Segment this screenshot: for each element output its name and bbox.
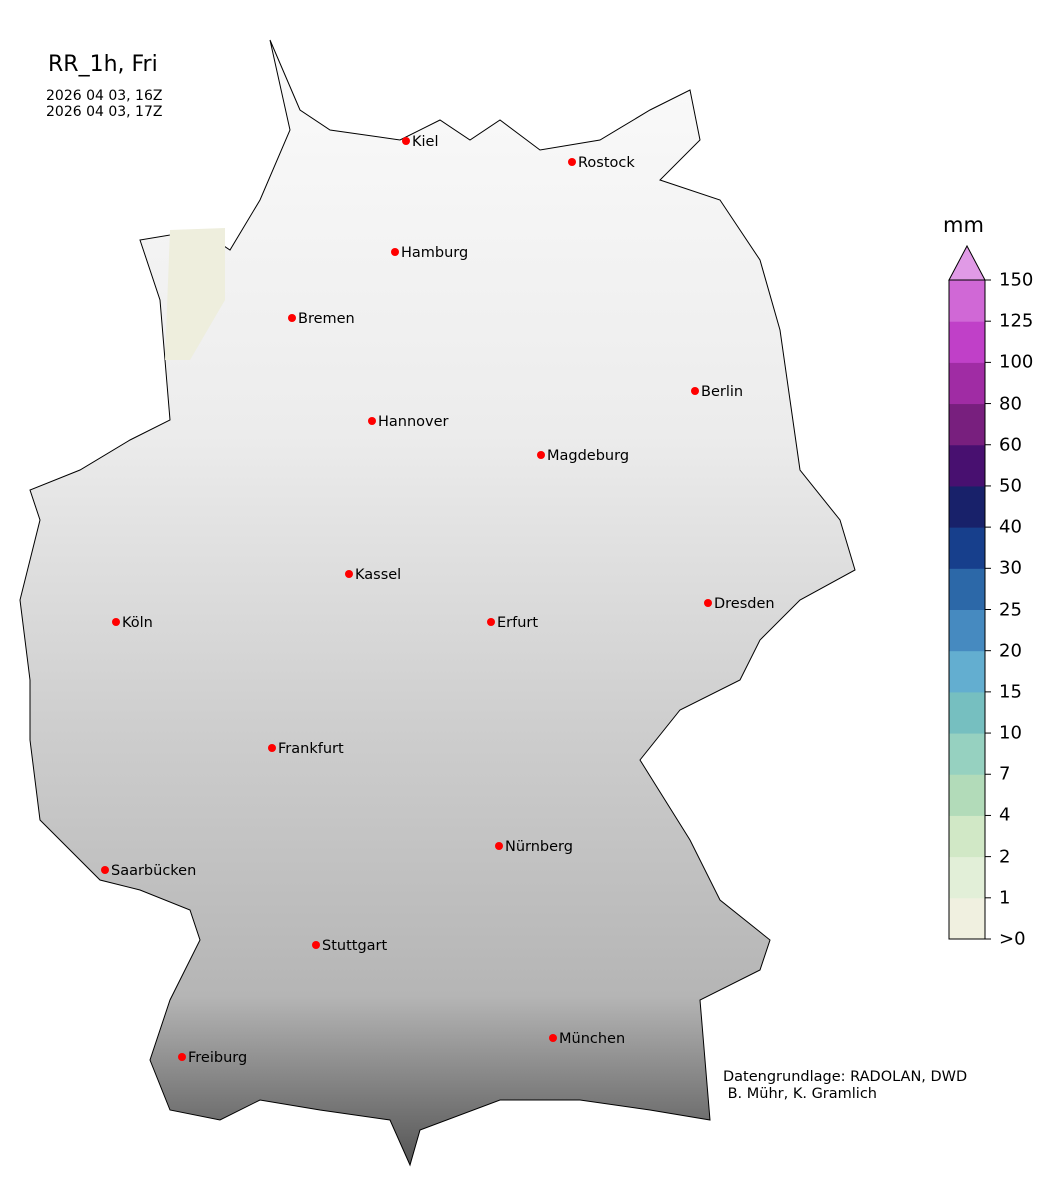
frisian-coast-area (165, 228, 225, 360)
city-marker (178, 1053, 186, 1061)
city-marker (368, 417, 376, 425)
city-marker (549, 1034, 557, 1042)
colorbar-tick-label: 50 (999, 475, 1022, 497)
city-marker (402, 137, 410, 145)
city-marker (112, 618, 120, 626)
city-label: Dresden (714, 596, 775, 612)
city-marker (268, 744, 276, 752)
city-label: München (559, 1031, 625, 1047)
colorbar-tick-label: 25 (999, 599, 1022, 620)
colorbar-tick-label: 10 (999, 722, 1022, 744)
city-label: Bremen (298, 311, 355, 327)
city-label: Freiburg (188, 1050, 247, 1066)
city-marker (704, 599, 712, 607)
city-marker (487, 618, 495, 626)
colorbar (948, 244, 991, 940)
colorbar-bin (949, 815, 985, 858)
city-label: Rostock (578, 155, 635, 171)
colorbar-bin (949, 774, 985, 816)
colorbar-bin (949, 691, 985, 734)
colorbar-bin (949, 362, 985, 405)
city-label: Kassel (355, 567, 401, 583)
colorbar-tick-label: 40 (999, 516, 1022, 538)
colorbar-bin (949, 897, 985, 940)
colorbar-tick-label: 30 (999, 557, 1022, 579)
colorbar-tick-label: 2 (999, 846, 1011, 868)
city-label: Berlin (701, 384, 743, 400)
city-label: Köln (122, 615, 153, 631)
city-marker (537, 451, 545, 459)
colorbar-bin (949, 444, 985, 487)
colorbar-bin (949, 609, 985, 652)
colorbar-bin (949, 527, 985, 569)
city-marker (312, 941, 320, 949)
colorbar-tick-label: 150 (999, 269, 1034, 291)
colorbar-bin (949, 856, 985, 899)
city-label: Hamburg (401, 245, 468, 261)
colorbar-bin (949, 650, 985, 693)
city-marker (391, 248, 399, 256)
city-marker (288, 314, 296, 322)
city-label: Erfurt (497, 615, 538, 631)
colorbar-bin (949, 733, 985, 775)
colorbar-tick-label: 7 (999, 763, 1011, 785)
colorbar-tick-label: 100 (999, 351, 1034, 373)
colorbar-bin (949, 280, 985, 322)
colorbar-bin (949, 403, 985, 446)
colorbar-tick-label: 60 (999, 434, 1022, 456)
city-marker (345, 570, 353, 578)
colorbar-bin (949, 485, 985, 528)
city-marker (568, 158, 576, 166)
valid-time-start: 2026 04 03, 16Z (46, 88, 163, 104)
valid-time-end: 2026 04 03, 17Z (46, 104, 163, 120)
colorbar-extend-arrow (948, 244, 986, 281)
colorbar-tick-label: 80 (999, 393, 1022, 415)
colorbar-unit: mm (943, 213, 984, 237)
colorbar-tick-label: >0 (999, 928, 1026, 950)
city-marker (101, 866, 109, 874)
germany-outline (19, 39, 856, 1167)
colorbar-bin (949, 568, 985, 610)
city-marker (495, 842, 503, 850)
colorbar-tick-label: 125 (999, 310, 1034, 332)
city-label: Stuttgart (322, 938, 388, 954)
colorbar-tick-label: 1 (999, 887, 1011, 909)
colorbar-tick-label: 4 (999, 804, 1011, 826)
city-label: Magdeburg (547, 448, 629, 464)
city-label: Nürnberg (505, 839, 573, 855)
colorbar-tick-label: 20 (999, 640, 1022, 662)
city-label: Frankfurt (278, 741, 344, 757)
colorbar-tick-label: 15 (999, 681, 1022, 703)
city-label: Saarbücken (111, 863, 196, 879)
city-marker (691, 387, 699, 395)
colorbar-bin (949, 321, 985, 363)
city-label: Kiel (412, 134, 439, 150)
map-title: RR_1h, Fri (48, 52, 158, 77)
city-label: Hannover (378, 414, 449, 430)
data-credit: Datengrundlage: RADOLAN, DWD B. Mühr, K.… (723, 1069, 968, 1102)
